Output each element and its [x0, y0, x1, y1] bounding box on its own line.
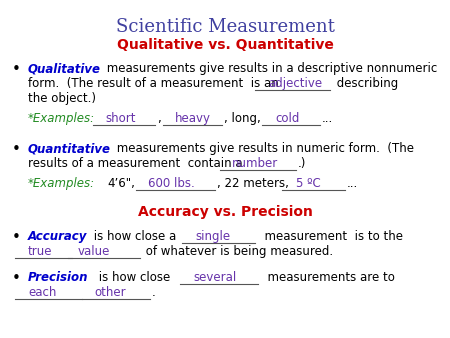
Text: •: •	[12, 142, 21, 157]
Text: the object.): the object.)	[28, 92, 96, 105]
Text: results of a measurement  contain a: results of a measurement contain a	[28, 157, 243, 170]
Text: Scientific Measurement: Scientific Measurement	[116, 18, 334, 36]
Text: Accuracy: Accuracy	[28, 230, 87, 243]
Text: Quantitative: Quantitative	[28, 142, 111, 155]
Text: measurement  is to the: measurement is to the	[257, 230, 403, 243]
Text: single: single	[195, 230, 230, 243]
Text: each: each	[28, 286, 56, 299]
Text: measurements are to: measurements are to	[260, 271, 395, 284]
Text: , long,: , long,	[224, 112, 261, 125]
Text: true: true	[28, 245, 53, 258]
Text: *Examples:: *Examples:	[28, 112, 95, 125]
Text: ...: ...	[322, 112, 333, 125]
Text: ...: ...	[347, 177, 358, 190]
Text: , 22 meters,: , 22 meters,	[217, 177, 289, 190]
Text: Qualitative vs. Quantitative: Qualitative vs. Quantitative	[117, 38, 333, 52]
Text: number: number	[232, 157, 278, 170]
Text: •: •	[12, 62, 21, 77]
Text: describing: describing	[333, 77, 398, 90]
Text: several: several	[193, 271, 236, 284]
Text: Qualitative: Qualitative	[28, 62, 101, 75]
Text: .: .	[152, 286, 156, 299]
Text: 5 ºC: 5 ºC	[296, 177, 321, 190]
Text: value: value	[78, 245, 110, 258]
Text: measurements give results in a descriptive nonnumeric: measurements give results in a descripti…	[103, 62, 437, 75]
Text: *Examples:: *Examples:	[28, 177, 95, 190]
Text: •: •	[12, 230, 21, 245]
Text: •: •	[12, 271, 21, 286]
Text: short: short	[105, 112, 135, 125]
Text: .): .)	[298, 157, 306, 170]
Text: is how close a: is how close a	[90, 230, 176, 243]
Text: other: other	[94, 286, 126, 299]
Text: cold: cold	[275, 112, 299, 125]
Text: is how close: is how close	[95, 271, 170, 284]
Text: heavy: heavy	[175, 112, 211, 125]
Text: Precision: Precision	[28, 271, 89, 284]
Text: 4’6",: 4’6",	[107, 177, 135, 190]
Text: adjective: adjective	[268, 77, 322, 90]
Text: 600 lbs.: 600 lbs.	[148, 177, 195, 190]
Text: of whatever is being measured.: of whatever is being measured.	[142, 245, 333, 258]
Text: Accuracy vs. Precision: Accuracy vs. Precision	[138, 205, 312, 219]
Text: form.  (The result of a measurement  is an: form. (The result of a measurement is an	[28, 77, 279, 90]
Text: ,: ,	[157, 112, 161, 125]
Text: measurements give results in numeric form.  (The: measurements give results in numeric for…	[113, 142, 414, 155]
